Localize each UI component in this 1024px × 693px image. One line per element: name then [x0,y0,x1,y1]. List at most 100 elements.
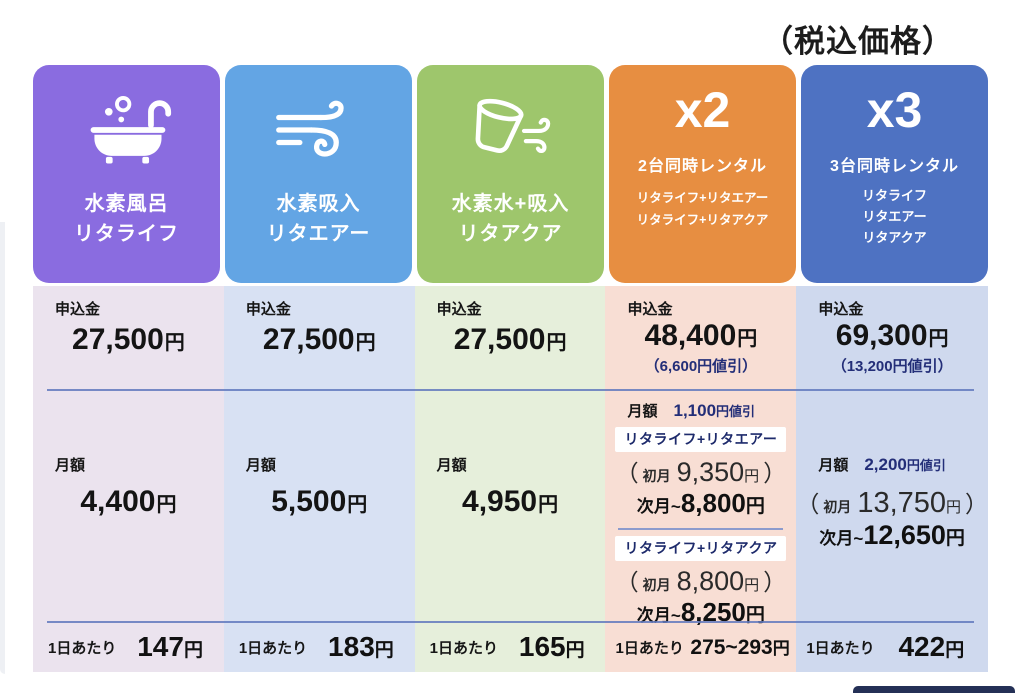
fee-amount: 27,500円 [224,323,415,358]
monthly-number: 4,400 [80,485,156,518]
row-divider-monthly-daily [47,621,974,623]
fee-label: 申込金 [818,301,864,318]
header-card-x3: x3 3台同時レンタル リタライフ リタエアー リタアクア [801,65,988,283]
next-month-price: 次月~12,650円 [796,520,988,551]
monthly-amount: 4,400円 [33,485,224,520]
combo-line: リタライフ+リタエアー [636,191,769,205]
first-month-label: 初月 [823,499,852,515]
first-month-number: 13,750 [857,487,947,519]
product-name-line: 水素風呂 [84,193,169,215]
first-month-number: 9,350 [676,457,745,487]
paren: ） [763,460,787,486]
cup-wind-icon [459,91,563,169]
column-litaair: 申込金 27,500円 月額 5,500円 1日あたり 183円 [223,286,415,672]
yen-unit: 円 [565,640,585,661]
daily-number: 165 [518,631,566,662]
header-row: 水素風呂 リタライフ [33,65,988,283]
daily-amount: 275~293円 [690,634,789,660]
fee-number: 27,500 [453,323,546,356]
product-name-line: 水素吸入 [276,193,361,215]
header-card-litalife: 水素風呂 リタライフ [33,65,220,283]
item-line: リタエアー [862,208,927,224]
card-edge [0,222,5,674]
paren: （ [615,460,639,486]
header-card-litaaqua: 水素水+吸入 リタアクア [417,65,604,283]
monthly-amount: 5,500円 [224,485,415,520]
header-card-x2: x2 2台同時レンタル リタライフ+リタエアー リタライフ+リタアクア [609,65,796,283]
monthly-number: 4,950 [462,485,538,518]
daily-cell-litalife: 1日あたり 147円 [33,622,224,672]
yen-unit: 円 [355,332,376,354]
product-title-litalife: 水素風呂 リタライフ [74,189,179,249]
fee-cell-x3: 申込金 69,300円 （13,200円値引） [796,286,988,390]
yen-unit: 円 [928,328,949,350]
fee-label: 申込金 [627,301,673,318]
paren: ） [763,568,787,595]
monthly-discount-number: 1,100 [673,401,717,420]
monthly-discount-suffix: 円値引 [906,458,946,473]
fee-number: 27,500 [262,323,355,356]
fee-number: 48,400 [644,319,737,352]
product-name-line: 水素水+吸入 [451,193,570,215]
paren: （ [615,568,639,595]
plan-litalife-litaaqua: リタライフ+リタアクア （初月 8,800円） 次月~8,250円 [605,535,796,628]
first-month-number: 8,800 [676,565,745,596]
monthly-label: 月額 [627,403,658,420]
next-month-number: 8,800 [680,488,746,518]
daily-cell-x2: 1日あたり 275~293円 [605,622,796,672]
item-list-x3: リタライフ リタエアー リタアクア [862,186,927,248]
paren: ） [965,491,989,517]
next-month-label: 次月~ [636,497,681,516]
subtitle-x3: 3台同時レンタル [830,158,959,175]
first-month-label: 初月 [642,468,671,484]
tax-note-label: （税込価格） [762,24,954,59]
daily-amount: 183円 [328,631,394,663]
next-month-price: 次月~8,800円 [605,488,796,519]
yen-unit: 円 [946,499,962,516]
yen-unit: 円 [745,604,765,626]
daily-label: 1日あたり [615,639,684,657]
fee-label: 申込金 [245,301,291,318]
daily-label: 1日あたり [238,639,308,657]
multiplier-x2: x2 [674,82,731,138]
monthly-label: 月額 [818,457,849,474]
yen-unit: 円 [183,640,203,661]
daily-label: 1日あたり [429,639,498,657]
monthly-label: 月額 [245,457,276,474]
daily-cell-litaair: 1日あたり 183円 [224,622,415,672]
daily-amount: 147円 [137,631,203,663]
daily-amount: 165円 [519,631,585,663]
yen-unit: 円 [347,494,368,516]
bathtub-icon [81,91,173,169]
column-x3: 申込金 69,300円 （13,200円値引） 月額 2,200 円値引 （初月… [796,286,989,672]
column-x2: 申込金 48,400円 （6,600円値引） 月額 1,100 円値引 リタライ… [605,286,797,672]
monthly-amount: 4,950円 [415,485,606,520]
daily-cell-x3: 1日あたり 422円 [796,622,988,672]
column-litalife: 申込金 27,500円 月額 4,400円 1日あたり 147円 [33,286,224,672]
monthly-number: 5,500 [271,485,347,518]
fee-number: 27,500 [72,323,164,356]
yen-unit: 円 [744,468,760,485]
product-name-line: リタアクア [458,223,563,245]
fee-number: 69,300 [835,319,928,352]
yen-unit: 円 [737,328,758,350]
subtitle-x2: 2台同時レンタル [638,158,767,175]
daily-number: 147 [137,631,184,662]
monthly-discount-number: 2,200 [864,455,907,474]
yen-unit: 円 [745,496,765,517]
bottom-partial-bar [853,686,1015,693]
fee-amount: 69,300円 [796,319,988,354]
pricing-table: 水素風呂 リタライフ [33,65,989,672]
monthly-discount-header: 月額 2,200 円値引 [796,454,988,475]
yen-unit: 円 [772,639,790,658]
fee-cell-litalife: 申込金 27,500円 [33,286,224,390]
fee-amount: 27,500円 [33,323,224,358]
monthly-cell-litalife: 月額 4,400円 [33,390,224,622]
fee-cell-litaaqua: 申込金 27,500円 [415,286,606,390]
fee-amount: 48,400円 [605,319,796,354]
daily-label: 1日あたり [806,639,875,657]
first-month-price: （初月 8,800円） [605,563,796,597]
paren: （ [796,491,820,517]
yen-unit: 円 [945,640,965,661]
